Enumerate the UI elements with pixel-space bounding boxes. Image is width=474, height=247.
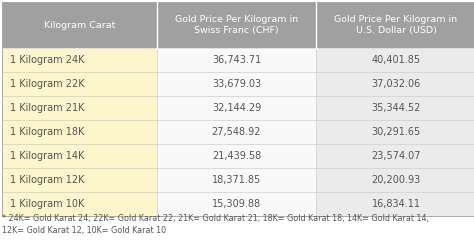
- Text: 18,371.85: 18,371.85: [212, 175, 261, 185]
- Text: Kilogram Carat: Kilogram Carat: [44, 21, 115, 29]
- Text: * 24K= Gold Karat 24, 22K= Gold Karat 22, 21K= Gold Karat 21, 18K= Gold Karat 18: * 24K= Gold Karat 24, 22K= Gold Karat 22…: [2, 214, 429, 235]
- Bar: [316, 168, 474, 192]
- Bar: [157, 192, 316, 216]
- Bar: [316, 48, 474, 72]
- Bar: [2, 2, 157, 48]
- Bar: [2, 168, 157, 192]
- Text: 27,548.92: 27,548.92: [212, 127, 261, 137]
- Text: 21,439.58: 21,439.58: [212, 151, 261, 161]
- Text: 1 Kilogram 22K: 1 Kilogram 22K: [10, 79, 85, 89]
- Text: 30,291.65: 30,291.65: [371, 127, 420, 137]
- Text: 37,032.06: 37,032.06: [371, 79, 420, 89]
- Text: 36,743.71: 36,743.71: [212, 55, 261, 65]
- Text: 33,679.03: 33,679.03: [212, 79, 261, 89]
- Bar: [2, 72, 157, 96]
- Bar: [2, 192, 157, 216]
- Text: 1 Kilogram 18K: 1 Kilogram 18K: [10, 127, 84, 137]
- Bar: [2, 2, 474, 216]
- Text: 35,344.52: 35,344.52: [371, 103, 421, 113]
- Text: 15,309.88: 15,309.88: [212, 199, 261, 209]
- Text: 23,574.07: 23,574.07: [371, 151, 421, 161]
- Bar: [316, 96, 474, 120]
- Bar: [157, 2, 316, 48]
- Bar: [316, 192, 474, 216]
- Bar: [316, 120, 474, 144]
- Text: Gold Price Per Kilogram in
U.S. Dollar (USD): Gold Price Per Kilogram in U.S. Dollar (…: [335, 15, 457, 35]
- Bar: [157, 72, 316, 96]
- Text: 16,834.11: 16,834.11: [372, 199, 420, 209]
- Text: 40,401.85: 40,401.85: [372, 55, 420, 65]
- Bar: [2, 144, 157, 168]
- Bar: [316, 72, 474, 96]
- Bar: [157, 120, 316, 144]
- Text: 1 Kilogram 24K: 1 Kilogram 24K: [10, 55, 84, 65]
- Bar: [157, 144, 316, 168]
- Bar: [157, 168, 316, 192]
- Text: 1 Kilogram 12K: 1 Kilogram 12K: [10, 175, 84, 185]
- Bar: [316, 2, 474, 48]
- Text: 32,144.29: 32,144.29: [212, 103, 261, 113]
- Text: 20,200.93: 20,200.93: [371, 175, 420, 185]
- Bar: [157, 48, 316, 72]
- Text: 1 Kilogram 10K: 1 Kilogram 10K: [10, 199, 84, 209]
- Bar: [2, 120, 157, 144]
- Bar: [157, 96, 316, 120]
- Bar: [2, 96, 157, 120]
- Text: Gold Price Per Kilogram in
Swiss Franc (CHF): Gold Price Per Kilogram in Swiss Franc (…: [175, 15, 298, 35]
- Text: 1 Kilogram 21K: 1 Kilogram 21K: [10, 103, 84, 113]
- Bar: [316, 144, 474, 168]
- Bar: [2, 48, 157, 72]
- Text: 1 Kilogram 14K: 1 Kilogram 14K: [10, 151, 84, 161]
